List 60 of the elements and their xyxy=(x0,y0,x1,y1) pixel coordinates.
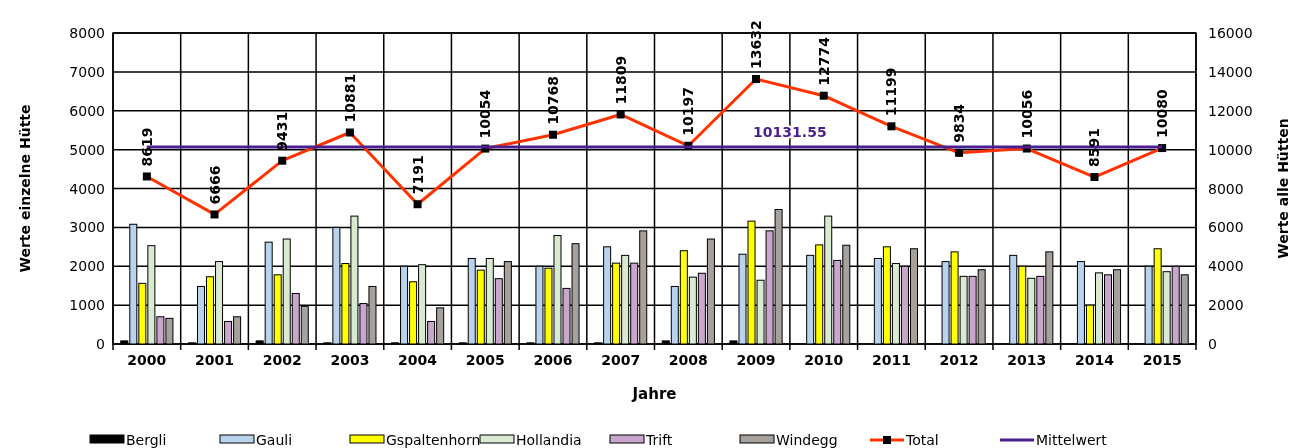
x-tick-label: 2009 xyxy=(736,352,776,368)
y-tick-label: 0 xyxy=(96,336,105,352)
data-label: 8591 xyxy=(1086,128,1103,168)
y-tick-label: 3000 xyxy=(69,219,105,236)
data-label: 12774 xyxy=(815,36,832,86)
y2-tick-label: 0 xyxy=(1208,336,1217,352)
x-tick-label: 2002 xyxy=(262,352,302,368)
legend-label: Windegg xyxy=(776,432,838,448)
data-label: 8619 xyxy=(138,127,155,167)
x-tick-label: 2003 xyxy=(330,352,370,368)
y-tick-label: 5000 xyxy=(69,141,105,158)
legend-label: Gauli xyxy=(256,432,293,448)
x-tick-label: 2013 xyxy=(1007,352,1047,368)
data-label: 10054 xyxy=(477,89,494,139)
data-label: 10881 xyxy=(341,73,358,123)
data-label: 13632 xyxy=(748,20,765,70)
legend-label: Mittelwert xyxy=(1036,432,1108,448)
data-label: 10056 xyxy=(1018,89,1035,139)
y-tick-label: 4000 xyxy=(69,180,105,197)
x-tick-label: 2010 xyxy=(804,352,844,368)
data-label: 10768 xyxy=(544,75,561,125)
x-tick-label: 2000 xyxy=(127,352,167,368)
data-label: 9834 xyxy=(951,103,968,143)
x-tick-label: 2007 xyxy=(601,352,641,368)
y-tick-label: 1000 xyxy=(69,297,105,314)
data-label: 11809 xyxy=(612,55,629,105)
y2-tick-label: 16000 xyxy=(1208,25,1253,41)
x-tick-label: 2004 xyxy=(398,352,438,368)
x-tick-label: 2014 xyxy=(1074,352,1115,368)
y2-tick-label: 2000 xyxy=(1208,297,1244,314)
y2-tick-label: 12000 xyxy=(1208,102,1253,119)
data-label: 10197 xyxy=(680,87,697,136)
x-tick-label: 2012 xyxy=(939,352,979,368)
y2-axis-title: Werte alle Hütten xyxy=(1275,118,1291,259)
x-tick-label: 2006 xyxy=(533,352,573,368)
y-tick-label: 2000 xyxy=(69,258,105,275)
legend-label: Total xyxy=(905,432,939,448)
y2-tick-label: 4000 xyxy=(1208,258,1244,275)
y-tick-label: 7000 xyxy=(69,63,105,80)
x-tick-label: 2011 xyxy=(871,352,911,368)
x-tick-label: 2001 xyxy=(195,352,235,368)
y2-tick-label: 14000 xyxy=(1208,63,1253,80)
legend-label: Bergli xyxy=(126,432,167,448)
legend-label: Hollandia xyxy=(516,432,582,448)
y-tick-label: 8000 xyxy=(69,25,105,41)
x-tick-label: 2015 xyxy=(1142,352,1182,368)
data-label: 10080 xyxy=(1154,89,1171,139)
y2-tick-label: 10000 xyxy=(1208,141,1253,158)
legend-label: Gspaltenhorn xyxy=(386,432,481,448)
y2-tick-label: 8000 xyxy=(1208,180,1244,197)
y2-tick-label: 6000 xyxy=(1208,219,1244,236)
legend-label: Trift xyxy=(645,432,673,448)
data-label: 11199 xyxy=(883,67,900,117)
x-axis-title: Jahre xyxy=(631,385,677,403)
data-label: 9431 xyxy=(274,111,291,151)
y-axis-title: Werte einzelne Hütte xyxy=(17,104,33,273)
data-label: 6666 xyxy=(206,165,223,205)
x-tick-label: 2008 xyxy=(668,352,708,368)
y-tick-label: 6000 xyxy=(69,102,105,119)
x-tick-label: 2005 xyxy=(465,352,505,368)
